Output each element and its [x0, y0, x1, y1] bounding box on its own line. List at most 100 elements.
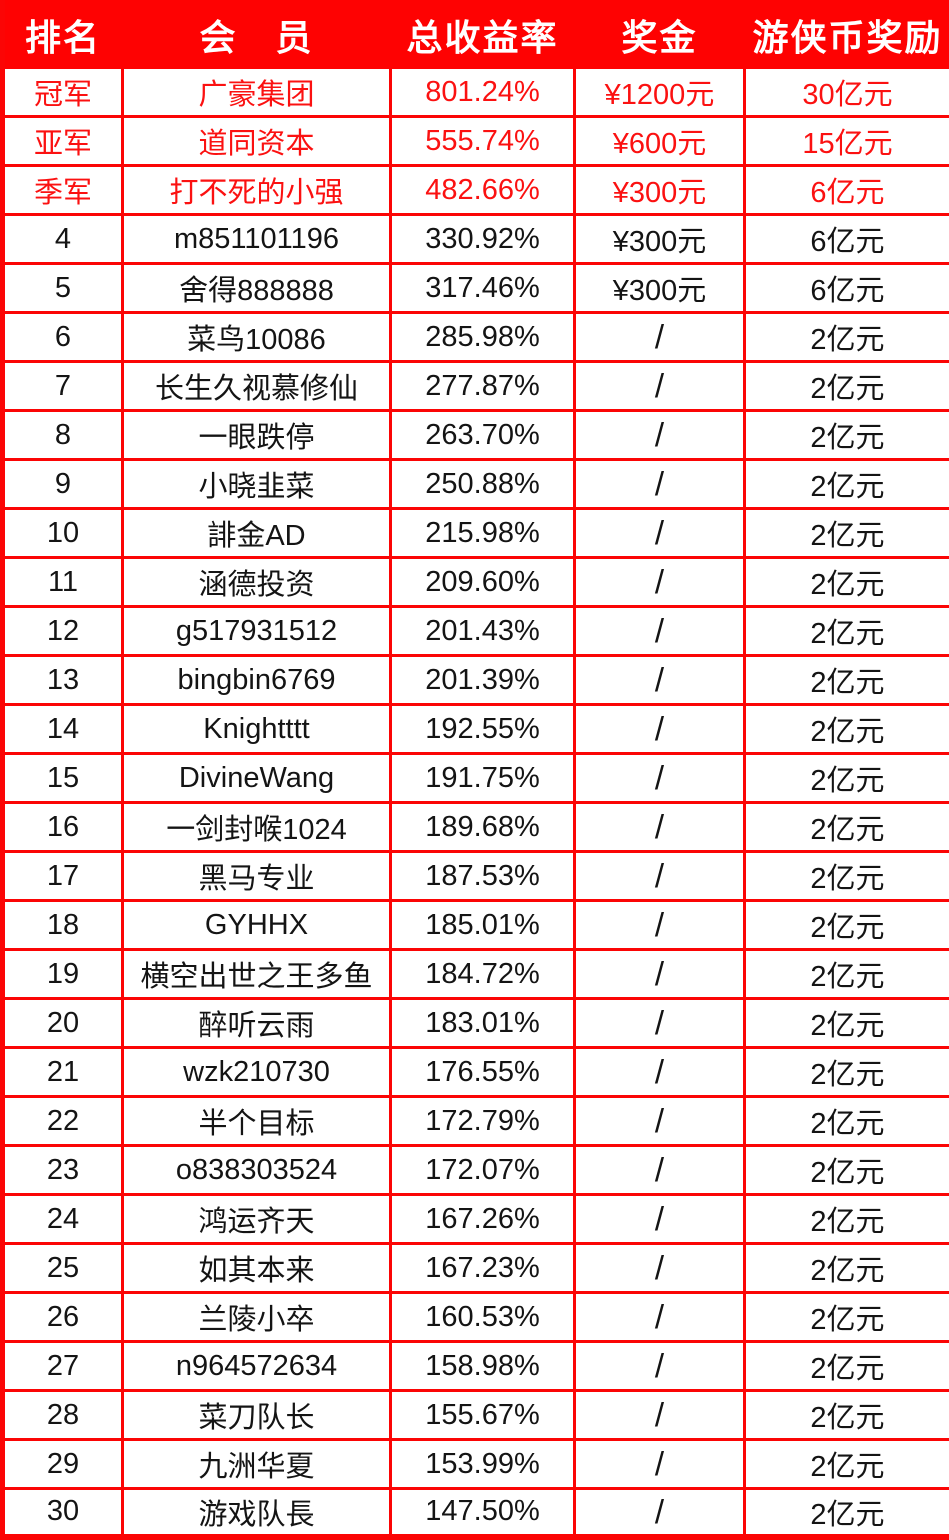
cell-return: 155.67%: [389, 1389, 576, 1441]
cell-coin: 2亿元: [743, 605, 949, 657]
cell-return: 277.87%: [389, 360, 576, 412]
table-row: 21 wzk210730 176.55%/2亿元: [1, 1046, 949, 1098]
table-row: 9 小晓韭菜 250.88%/2亿元: [1, 458, 949, 510]
cell-coin: 2亿元: [743, 507, 949, 559]
cell-bonus: /: [573, 1095, 746, 1147]
cell-member: 兰陵小卒: [121, 1291, 392, 1343]
cell-return: 147.50%: [389, 1487, 576, 1539]
cell-rank: 5: [1, 262, 124, 314]
cell-bonus: ¥300元: [573, 164, 746, 216]
cell-member: 涵德投资: [121, 556, 392, 608]
cell-bonus: ¥600元: [573, 115, 746, 167]
cell-coin: 2亿元: [743, 948, 949, 1000]
cell-member: g517931512: [121, 605, 392, 657]
cell-return: 263.70%: [389, 409, 576, 461]
table-row: 18 GYHHX 185.01%/2亿元: [1, 899, 949, 951]
cell-bonus: /: [573, 1242, 746, 1294]
table-row: 17 黑马专业 187.53%/2亿元: [1, 850, 949, 902]
table-row: 28 菜刀队长 155.67%/2亿元: [1, 1389, 949, 1441]
cell-return: 176.55%: [389, 1046, 576, 1098]
cell-member: DivineWang: [121, 752, 392, 804]
cell-bonus: /: [573, 458, 746, 510]
cell-member: 舍得888888: [121, 262, 392, 314]
table-row: 19 横空出世之王多鱼 184.72%/2亿元: [1, 948, 949, 1000]
cell-return: 192.55%: [389, 703, 576, 755]
cell-coin: 2亿元: [743, 899, 949, 951]
header-row: 排名 会 员 总收益率 奖金 游侠币奖励: [1, 0, 949, 69]
table-row: 22 半个目标 172.79%/2亿元: [1, 1095, 949, 1147]
cell-rank: 22: [1, 1095, 124, 1147]
cell-member: 菜鸟10086: [121, 311, 392, 363]
cell-rank: 30: [1, 1487, 124, 1539]
cell-bonus: /: [573, 360, 746, 412]
table-row: 29 九洲华夏 153.99%/2亿元: [1, 1438, 949, 1490]
cell-coin: 6亿元: [743, 213, 949, 265]
cell-coin: 2亿元: [743, 850, 949, 902]
cell-coin: 2亿元: [743, 997, 949, 1049]
cell-coin: 6亿元: [743, 164, 949, 216]
cell-return: 158.98%: [389, 1340, 576, 1392]
cell-coin: 30亿元: [743, 66, 949, 118]
cell-rank: 23: [1, 1144, 124, 1196]
cell-coin: 2亿元: [743, 1144, 949, 1196]
cell-rank: 4: [1, 213, 124, 265]
cell-bonus: /: [573, 507, 746, 559]
cell-return: 201.43%: [389, 605, 576, 657]
cell-rank: 亚军: [1, 115, 124, 167]
column-header-bonus: 奖金: [573, 0, 746, 69]
cell-coin: 15亿元: [743, 115, 949, 167]
table-row: 12 g517931512 201.43%/2亿元: [1, 605, 949, 657]
cell-rank: 18: [1, 899, 124, 951]
cell-bonus: /: [573, 1193, 746, 1245]
cell-return: 185.01%: [389, 899, 576, 951]
cell-member: 游戏队長: [121, 1487, 392, 1539]
cell-rank: 16: [1, 801, 124, 853]
cell-coin: 2亿元: [743, 360, 949, 412]
cell-coin: 2亿元: [743, 703, 949, 755]
cell-return: 555.74%: [389, 115, 576, 167]
cell-member: 誹金AD: [121, 507, 392, 559]
cell-rank: 21: [1, 1046, 124, 1098]
cell-coin: 2亿元: [743, 311, 949, 363]
cell-rank: 13: [1, 654, 124, 706]
table-header: 排名 会 员 总收益率 奖金 游侠币奖励: [1, 0, 949, 69]
cell-return: 183.01%: [389, 997, 576, 1049]
cell-member: 广豪集团: [121, 66, 392, 118]
cell-member: 打不死的小强: [121, 164, 392, 216]
cell-bonus: ¥300元: [573, 262, 746, 314]
cell-member: GYHHX: [121, 899, 392, 951]
cell-return: 189.68%: [389, 801, 576, 853]
table-body: 冠军 广豪集团 801.24% ¥1200元 30亿元 亚军 道同资本 555.74% ¥600…: [1, 66, 949, 1539]
table-row: 14 Knightttt 192.55%/2亿元: [1, 703, 949, 755]
table-row: 冠军 广豪集团 801.24% ¥1200元 30亿元: [1, 66, 949, 118]
cell-return: 160.53%: [389, 1291, 576, 1343]
cell-rank: 19: [1, 948, 124, 1000]
cell-rank: 27: [1, 1340, 124, 1392]
cell-coin: 2亿元: [743, 556, 949, 608]
cell-member: Knightttt: [121, 703, 392, 755]
cell-bonus: /: [573, 1389, 746, 1441]
table-row: 20 醉听云雨 183.01%/2亿元: [1, 997, 949, 1049]
cell-return: 167.26%: [389, 1193, 576, 1245]
cell-bonus: /: [573, 1144, 746, 1196]
cell-bonus: /: [573, 1487, 746, 1539]
cell-return: 201.39%: [389, 654, 576, 706]
table-row: 4 m851101196 330.92% ¥300元 6亿元: [1, 213, 949, 265]
cell-return: 285.98%: [389, 311, 576, 363]
cell-rank: 8: [1, 409, 124, 461]
cell-member: 半个目标: [121, 1095, 392, 1147]
cell-member: 九洲华夏: [121, 1438, 392, 1490]
cell-return: 482.66%: [389, 164, 576, 216]
cell-coin: 2亿元: [743, 1193, 949, 1245]
table-row: 25 如其本来 167.23%/2亿元: [1, 1242, 949, 1294]
cell-rank: 15: [1, 752, 124, 804]
cell-rank: 26: [1, 1291, 124, 1343]
table-row: 季军 打不死的小强 482.66% ¥300元 6亿元: [1, 164, 949, 216]
table-row: 30 游戏队長 147.50%/2亿元: [1, 1487, 949, 1539]
cell-coin: 6亿元: [743, 262, 949, 314]
cell-rank: 24: [1, 1193, 124, 1245]
cell-coin: 2亿元: [743, 458, 949, 510]
cell-rank: 10: [1, 507, 124, 559]
